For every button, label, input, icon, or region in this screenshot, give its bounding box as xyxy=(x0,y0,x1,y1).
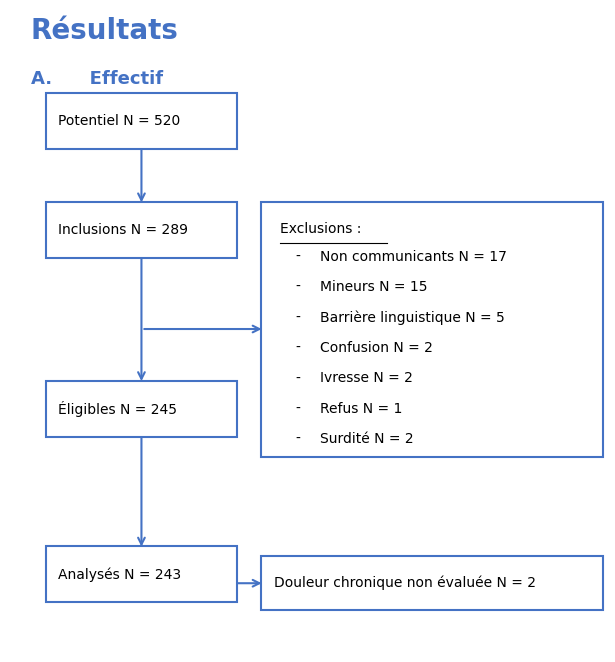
Text: Inclusions N = 289: Inclusions N = 289 xyxy=(58,223,188,237)
Text: Potentiel N = 520: Potentiel N = 520 xyxy=(58,114,181,128)
FancyBboxPatch shape xyxy=(46,546,237,602)
Text: Barrière linguistique N = 5: Barrière linguistique N = 5 xyxy=(320,310,504,325)
Text: Résultats: Résultats xyxy=(31,17,178,44)
FancyBboxPatch shape xyxy=(261,556,603,610)
Text: Douleur chronique non évaluée N = 2: Douleur chronique non évaluée N = 2 xyxy=(274,576,536,591)
Text: -: - xyxy=(295,310,300,324)
Text: -: - xyxy=(295,371,300,385)
Text: Exclusions :: Exclusions : xyxy=(280,222,361,236)
FancyBboxPatch shape xyxy=(261,202,603,457)
Text: Non communicants N = 17: Non communicants N = 17 xyxy=(320,250,507,263)
Text: -: - xyxy=(295,250,300,263)
FancyBboxPatch shape xyxy=(46,381,237,437)
Text: -: - xyxy=(295,432,300,446)
Text: Analysés N = 243: Analysés N = 243 xyxy=(58,567,181,581)
Text: Mineurs N = 15: Mineurs N = 15 xyxy=(320,280,427,294)
Text: Confusion N = 2: Confusion N = 2 xyxy=(320,341,433,355)
Text: Surdité N = 2: Surdité N = 2 xyxy=(320,432,413,446)
Text: -: - xyxy=(295,341,300,355)
Text: Éligibles N = 245: Éligibles N = 245 xyxy=(58,401,177,417)
FancyBboxPatch shape xyxy=(46,93,237,149)
Text: A.      Effectif: A. Effectif xyxy=(31,70,163,87)
Text: Refus N = 1: Refus N = 1 xyxy=(320,402,402,416)
Text: -: - xyxy=(295,402,300,416)
Text: -: - xyxy=(295,280,300,294)
Text: Ivresse N = 2: Ivresse N = 2 xyxy=(320,371,413,385)
FancyBboxPatch shape xyxy=(46,202,237,258)
